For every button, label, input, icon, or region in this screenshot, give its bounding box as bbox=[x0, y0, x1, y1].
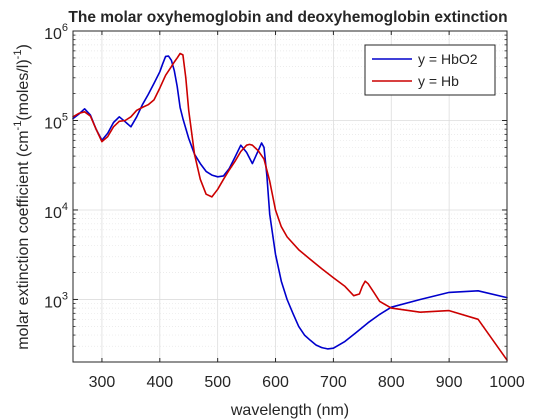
series-line-hb bbox=[72, 52, 508, 361]
x-tick-label: 700 bbox=[320, 374, 347, 391]
x-tick-label: 600 bbox=[262, 374, 289, 391]
x-tick-label: 400 bbox=[146, 374, 173, 391]
x-tick-label: 500 bbox=[204, 374, 231, 391]
y-axis-label-part-3: ) bbox=[15, 44, 32, 49]
legend-label-hbo2: y = HbO2 bbox=[418, 51, 478, 67]
legend-box bbox=[364, 44, 496, 96]
y-axis-label-part-2: (moles/l) bbox=[15, 59, 32, 120]
x-axis-label: wavelength (nm) bbox=[230, 402, 349, 419]
x-tick-label: 800 bbox=[378, 374, 405, 391]
y-axis-label-part-1: molar extinction coefficient (cm bbox=[15, 130, 32, 349]
x-tick-label: 900 bbox=[436, 374, 463, 391]
y-tick-label: 103 bbox=[44, 290, 68, 311]
series-line-hbo2 bbox=[72, 55, 508, 350]
ticks: 300 400 500 600 700 800 900 1000 103 104 105 106 bbox=[44, 22, 525, 391]
y-axis-label-exponent-1: -1 bbox=[12, 121, 24, 131]
y-tick-label: 106 bbox=[44, 22, 68, 43]
x-tick-label: 300 bbox=[89, 374, 116, 391]
x-tick-label: 1000 bbox=[489, 374, 525, 391]
y-axis-label: molar extinction coefficient (cm-1(moles… bbox=[12, 44, 32, 350]
y-axis-label-exponent-2: -1 bbox=[12, 50, 24, 60]
legend-label-hb: y = Hb bbox=[418, 73, 459, 89]
plot-frame bbox=[72, 30, 508, 363]
series-group bbox=[72, 52, 508, 361]
y-tick-label: 105 bbox=[44, 111, 68, 132]
y-tick-label: 104 bbox=[44, 201, 68, 222]
legend: y = HbO2 y = Hb bbox=[364, 44, 496, 96]
chart-title: The molar oxyhemoglobin and deoxyhemoglo… bbox=[68, 9, 507, 26]
